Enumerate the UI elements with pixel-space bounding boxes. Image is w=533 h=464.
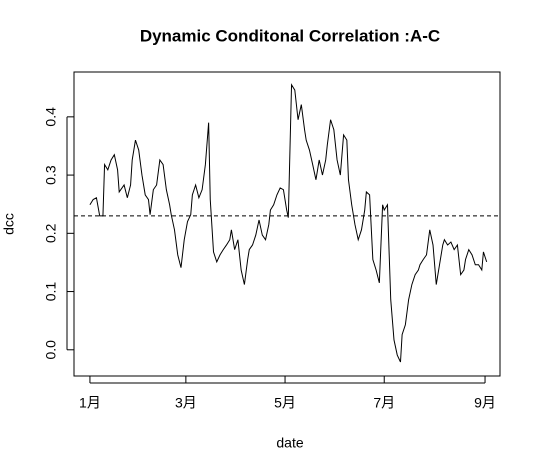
- data-line: [89, 83, 488, 363]
- y-tick-label: 0.0: [43, 340, 59, 360]
- y-tick-label: 0.2: [43, 223, 59, 243]
- y-tick-label: 0.1: [43, 282, 59, 302]
- y-tick-label: 0.4: [43, 107, 59, 127]
- x-tick-label: 3月: [175, 395, 197, 411]
- x-tick-label: 7月: [373, 395, 395, 411]
- x-axis-label: date: [276, 435, 303, 451]
- x-tick-label: 5月: [274, 395, 296, 411]
- y-tick-label: 0.3: [43, 165, 59, 185]
- y-axis-label: dcc: [1, 213, 17, 235]
- x-tick-label: 9月: [474, 395, 496, 411]
- plot-frame: [73, 71, 501, 377]
- chart-title: Dynamic Conditonal Correlation :A-C: [140, 26, 440, 45]
- x-tick-label: 1月: [79, 395, 101, 411]
